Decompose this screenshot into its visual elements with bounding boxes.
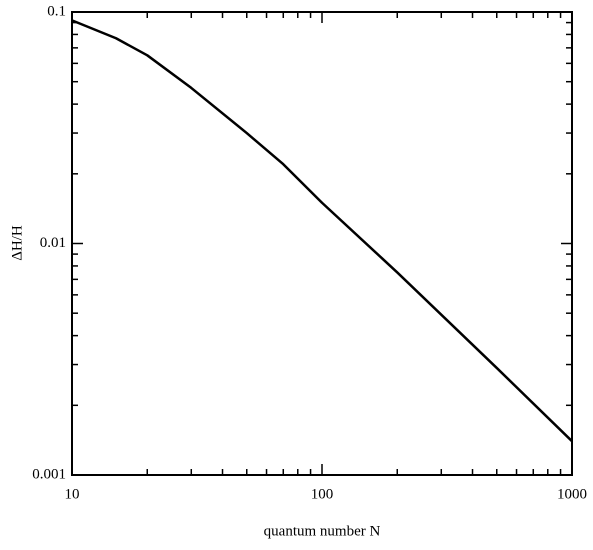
x-tick-label: 10 (65, 486, 80, 502)
plot-frame (71, 11, 573, 476)
y-tick-label: 0.001 (32, 466, 66, 482)
y-axis-label: ΔH/H (9, 225, 25, 261)
y-tick-label: 0.01 (40, 235, 66, 251)
x-tick-label: 100 (311, 486, 334, 502)
x-tick-label: 1000 (557, 486, 587, 502)
x-axis-label: quantum number N (264, 523, 381, 539)
y-tick-label: 0.1 (47, 3, 66, 19)
data-line (71, 19, 573, 443)
